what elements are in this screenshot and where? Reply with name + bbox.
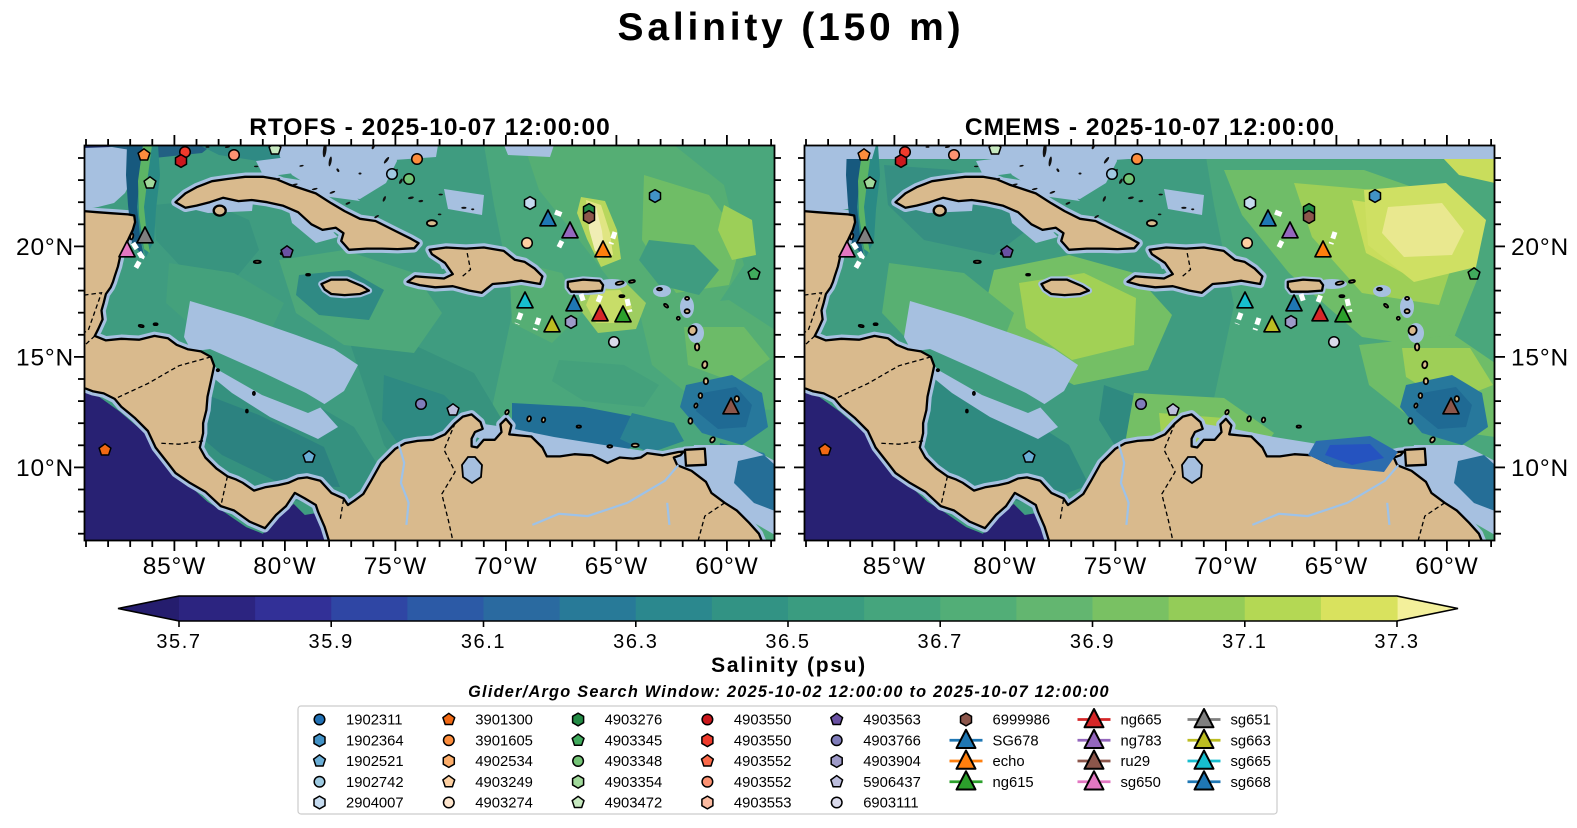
svg-text:4903552: 4903552 [734, 754, 792, 770]
svg-text:20°N: 20°N [16, 234, 74, 261]
svg-text:3901300: 3901300 [475, 713, 533, 729]
svg-text:1902364: 1902364 [346, 733, 404, 749]
svg-text:4903354: 4903354 [605, 775, 663, 791]
svg-text:65°W: 65°W [585, 553, 648, 580]
svg-text:60°W: 60°W [695, 553, 758, 580]
svg-text:85°W: 85°W [863, 553, 926, 580]
svg-text:75°W: 75°W [1084, 553, 1147, 580]
svg-text:4902534: 4902534 [475, 754, 533, 770]
svg-text:36.5: 36.5 [765, 631, 810, 653]
svg-text:ng615: ng615 [993, 775, 1034, 791]
svg-text:4903904: 4903904 [863, 754, 921, 770]
svg-text:36.7: 36.7 [918, 631, 963, 653]
svg-text:echo: echo [993, 754, 1025, 770]
svg-text:4903472: 4903472 [605, 796, 663, 812]
svg-text:10°N: 10°N [1511, 455, 1569, 482]
svg-text:37.1: 37.1 [1222, 631, 1267, 653]
svg-text:4903766: 4903766 [863, 733, 921, 749]
svg-text:15°N: 15°N [16, 344, 74, 371]
svg-text:CMEMS - 2025-10-07 12:00:00: CMEMS - 2025-10-07 12:00:00 [965, 114, 1335, 141]
svg-text:sg665: sg665 [1231, 754, 1271, 770]
svg-text:4903249: 4903249 [475, 775, 533, 791]
svg-text:60°W: 60°W [1415, 553, 1478, 580]
svg-text:3901605: 3901605 [475, 733, 533, 749]
svg-text:1902311: 1902311 [346, 713, 403, 729]
svg-text:10°N: 10°N [16, 455, 74, 482]
svg-text:85°W: 85°W [143, 553, 206, 580]
svg-text:4903563: 4903563 [863, 713, 921, 729]
svg-text:SG678: SG678 [993, 733, 1039, 749]
svg-text:35.7: 35.7 [156, 631, 201, 653]
svg-text:36.1: 36.1 [461, 631, 506, 653]
svg-text:sg663: sg663 [1231, 733, 1271, 749]
svg-text:37.3: 37.3 [1374, 631, 1419, 653]
svg-text:75°W: 75°W [364, 553, 427, 580]
svg-text:35.9: 35.9 [309, 631, 354, 653]
svg-text:sg650: sg650 [1121, 775, 1161, 791]
svg-text:65°W: 65°W [1305, 553, 1368, 580]
svg-text:4903348: 4903348 [605, 754, 663, 770]
svg-text:4903553: 4903553 [734, 796, 792, 812]
svg-text:6903111: 6903111 [863, 796, 918, 812]
svg-text:6999986: 6999986 [993, 713, 1051, 729]
svg-text:70°W: 70°W [1194, 553, 1257, 580]
svg-text:ng665: ng665 [1121, 713, 1162, 729]
svg-text:5906437: 5906437 [863, 775, 921, 791]
svg-text:80°W: 80°W [973, 553, 1036, 580]
svg-text:1902521: 1902521 [346, 754, 404, 770]
svg-text:ng783: ng783 [1121, 733, 1162, 749]
svg-text:2904007: 2904007 [346, 796, 404, 812]
svg-text:4903345: 4903345 [605, 733, 663, 749]
svg-text:Glider/Argo Search Window: 202: Glider/Argo Search Window: 2025-10-02 12… [468, 683, 1110, 701]
svg-text:sg651: sg651 [1231, 713, 1271, 729]
svg-text:ru29: ru29 [1121, 754, 1151, 770]
svg-text:Salinity (psu): Salinity (psu) [711, 654, 867, 677]
svg-text:4903274: 4903274 [475, 796, 533, 812]
svg-text:15°N: 15°N [1511, 344, 1569, 371]
svg-text:4903276: 4903276 [605, 713, 663, 729]
svg-text:36.3: 36.3 [613, 631, 658, 653]
svg-text:36.9: 36.9 [1070, 631, 1115, 653]
svg-text:sg668: sg668 [1231, 775, 1271, 791]
svg-text:RTOFS - 2025-10-07 12:00:00: RTOFS - 2025-10-07 12:00:00 [249, 114, 611, 141]
svg-text:4903550: 4903550 [734, 733, 792, 749]
svg-text:80°W: 80°W [253, 553, 316, 580]
svg-text:4903552: 4903552 [734, 775, 792, 791]
svg-text:20°N: 20°N [1511, 234, 1569, 261]
svg-text:4903550: 4903550 [734, 713, 792, 729]
svg-text:1902742: 1902742 [346, 775, 404, 791]
svg-text:70°W: 70°W [474, 553, 537, 580]
svg-text:Salinity (150 m): Salinity (150 m) [618, 6, 965, 49]
